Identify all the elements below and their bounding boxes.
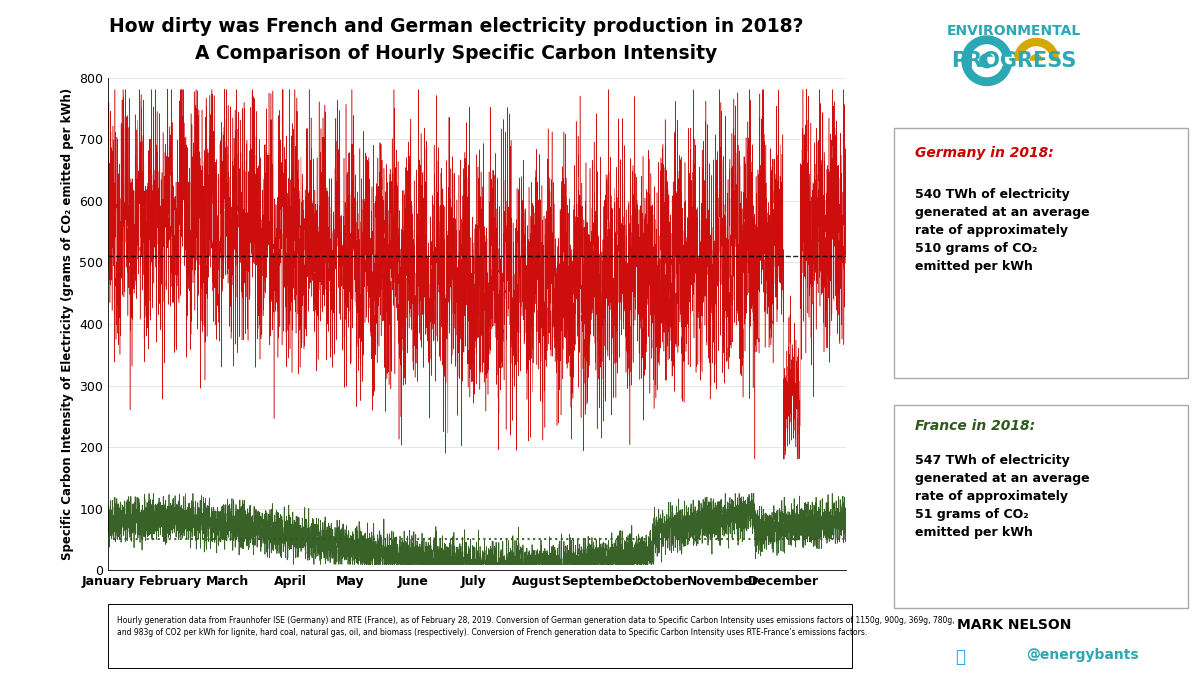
Text: How dirty was French and German electricity production in 2018?: How dirty was French and German electric…	[109, 17, 803, 36]
Text: Hourly generation data from Fraunhofer ISE (Germany) and RTE (France), as of Feb: Hourly generation data from Fraunhofer I…	[116, 616, 954, 637]
Text: Germany in 2018:: Germany in 2018:	[914, 146, 1054, 160]
Text: 🐦: 🐦	[955, 648, 965, 666]
Circle shape	[971, 45, 1003, 76]
Circle shape	[1022, 47, 1050, 75]
Text: 547 TWh of electricity
generated at an average
rate of approximately
51 grams of: 547 TWh of electricity generated at an a…	[914, 454, 1090, 539]
Bar	[986, 57, 1014, 64]
Text: 540 TWh of electricity
generated at an average
rate of approximately
510 grams o: 540 TWh of electricity generated at an a…	[914, 188, 1090, 273]
Text: MARK NELSON: MARK NELSON	[956, 618, 1072, 632]
Text: ENVIRONMENTAL: ENVIRONMENTAL	[947, 24, 1081, 38]
Circle shape	[1014, 38, 1058, 83]
Text: @energybants: @energybants	[1026, 648, 1139, 662]
Y-axis label: Specific Carbon Intensity of Electricity (grams of CO₂ emitted per kWh): Specific Carbon Intensity of Electricity…	[60, 88, 73, 560]
Circle shape	[962, 36, 1012, 86]
Text: France in 2018:: France in 2018:	[914, 419, 1034, 433]
FancyBboxPatch shape	[894, 128, 1188, 378]
FancyBboxPatch shape	[894, 405, 1188, 608]
Text: PROGRESS: PROGRESS	[952, 51, 1076, 71]
Circle shape	[1031, 55, 1043, 67]
Circle shape	[980, 54, 994, 68]
Text: A Comparison of Hourly Specific Carbon Intensity: A Comparison of Hourly Specific Carbon I…	[194, 44, 718, 63]
Bar	[1014, 61, 1058, 83]
FancyBboxPatch shape	[108, 604, 852, 668]
